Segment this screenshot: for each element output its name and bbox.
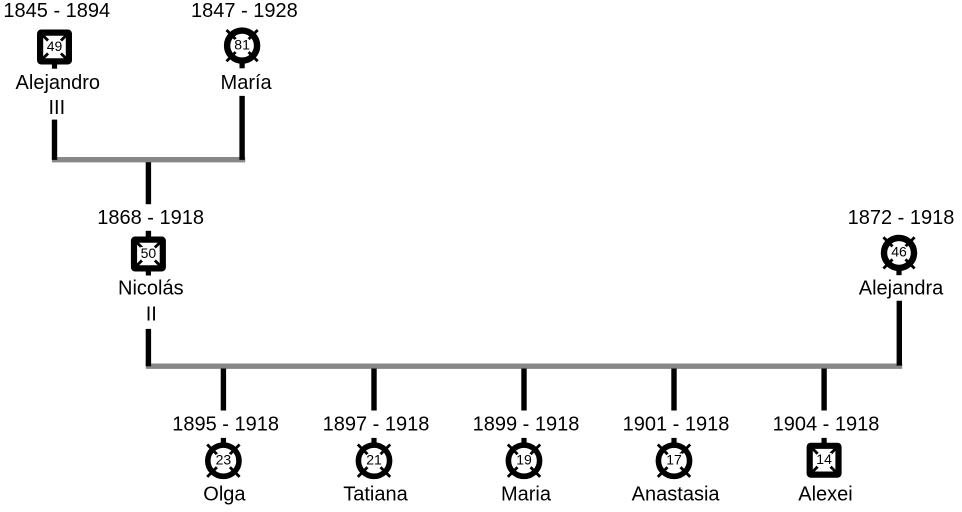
svg-text:III: III — [48, 97, 65, 119]
svg-text:1904 - 1918: 1904 - 1918 — [773, 413, 880, 435]
svg-text:50: 50 — [141, 245, 157, 261]
svg-text:49: 49 — [47, 38, 63, 54]
svg-text:Alexei: Alexei — [798, 483, 852, 505]
svg-text:II: II — [146, 304, 157, 326]
svg-text:19: 19 — [516, 452, 532, 468]
svg-text:23: 23 — [216, 452, 232, 468]
svg-text:1895 - 1918: 1895 - 1918 — [172, 413, 279, 435]
svg-text:1847 - 1928: 1847 - 1928 — [191, 0, 298, 22]
svg-text:81: 81 — [234, 36, 250, 52]
svg-text:Tatiana: Tatiana — [343, 483, 408, 505]
svg-text:1897 - 1918: 1897 - 1918 — [323, 413, 430, 435]
svg-text:María: María — [221, 72, 273, 94]
svg-text:Maria: Maria — [501, 483, 552, 505]
svg-text:Nicolás: Nicolás — [118, 278, 184, 300]
svg-text:1901 - 1918: 1901 - 1918 — [623, 413, 730, 435]
svg-text:Anastasia: Anastasia — [632, 483, 721, 505]
svg-text:1899 - 1918: 1899 - 1918 — [473, 413, 580, 435]
svg-text:46: 46 — [891, 244, 907, 260]
svg-text:14: 14 — [816, 451, 832, 467]
svg-text:Olga: Olga — [203, 483, 246, 505]
svg-text:Alejandra: Alejandra — [859, 278, 944, 300]
svg-text:1868 - 1918: 1868 - 1918 — [97, 207, 204, 229]
svg-text:1872 - 1918: 1872 - 1918 — [848, 207, 955, 229]
svg-text:1845 - 1894: 1845 - 1894 — [3, 0, 110, 22]
svg-text:17: 17 — [666, 452, 682, 468]
svg-text:21: 21 — [366, 452, 382, 468]
svg-text:Alejandro: Alejandro — [16, 72, 101, 94]
